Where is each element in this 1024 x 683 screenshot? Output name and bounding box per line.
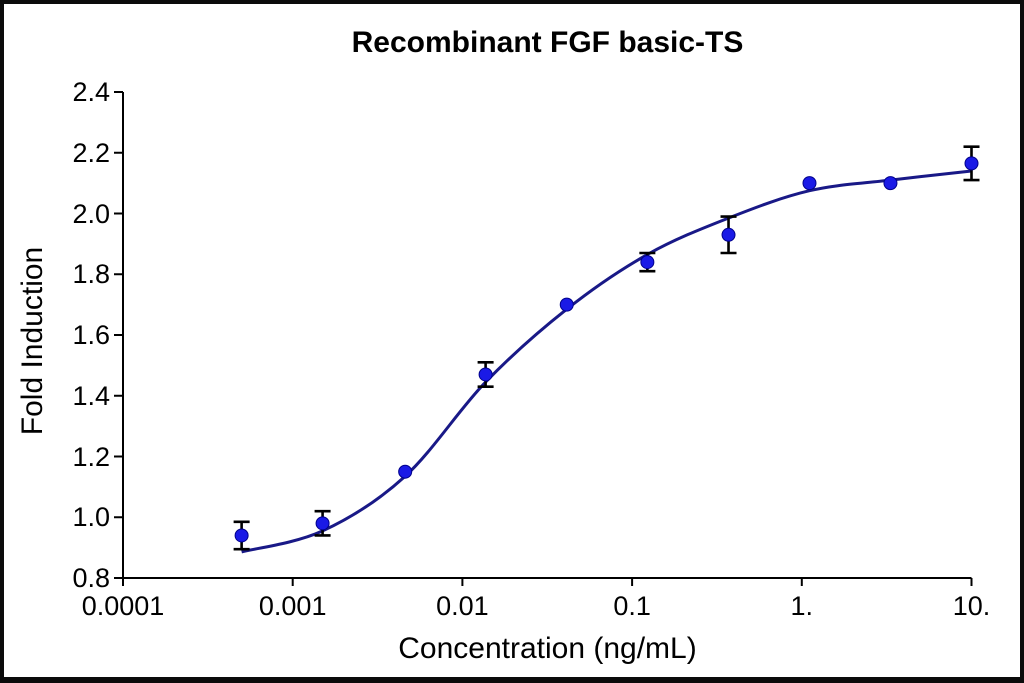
y-tick-label: 2.0: [72, 198, 110, 229]
y-tick-label: 0.8: [72, 563, 110, 593]
y-tick-label: 1.2: [72, 441, 110, 472]
y-tick-label: 1.0: [72, 502, 110, 533]
x-tick-label: 0.01: [436, 591, 489, 621]
y-tick-label: 1.6: [72, 320, 110, 350]
data-point: [802, 176, 817, 191]
data-point: [721, 227, 736, 242]
data-point: [964, 156, 979, 171]
y-tick-label: 2.4: [72, 77, 110, 107]
y-tick-label: 1.4: [72, 380, 110, 411]
x-tick-label: 10.: [952, 591, 991, 621]
data-point: [398, 464, 413, 479]
x-tick-label: 0.1: [613, 591, 651, 621]
data-point: [315, 516, 330, 531]
y-tick-label: 2.2: [72, 137, 110, 168]
dose-response-plot: [114, 91, 980, 586]
data-point: [883, 176, 898, 191]
x-tick-label: 0.0001: [81, 591, 165, 621]
x-tick-label: 1.: [790, 591, 814, 621]
chart-title: Recombinant FGF basic-TS: [351, 26, 744, 59]
x-tick-label: 0.001: [258, 591, 327, 621]
data-point: [559, 297, 574, 312]
y-tick-label: 1.8: [72, 259, 110, 290]
data-point: [478, 367, 493, 382]
data-point: [234, 528, 249, 543]
fit-curve: [241, 169, 972, 554]
data-point: [640, 255, 655, 270]
x-axis-title: Concentration (ng/mL): [398, 632, 697, 665]
axis-lines: [122, 92, 972, 579]
